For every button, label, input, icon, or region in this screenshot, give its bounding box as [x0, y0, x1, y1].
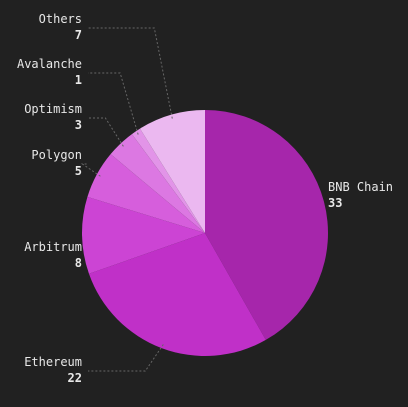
slice-label: Avalanche: [17, 57, 82, 71]
slice-label: BNB Chain: [328, 180, 393, 194]
slice-value: 8: [75, 256, 82, 270]
leader-line: [88, 344, 164, 372]
slice-label: Ethereum: [24, 355, 82, 369]
slice-value: 5: [75, 164, 82, 178]
leader-line: [88, 72, 139, 135]
slice-value: 3: [75, 118, 82, 132]
slice-label: Polygon: [31, 148, 82, 162]
leader-line: [88, 27, 173, 119]
pie-slice: [110, 134, 205, 233]
slice-label: Optimism: [24, 102, 82, 116]
leader-line: [80, 163, 101, 177]
slice-label: Arbitrum: [24, 240, 82, 254]
pie-slice: [88, 233, 266, 356]
pie-slice: [205, 110, 328, 340]
slice-value: 33: [328, 196, 342, 210]
slice-value: 1: [75, 73, 82, 87]
slice-value: 22: [68, 371, 82, 385]
pie-slice: [140, 110, 205, 233]
pie-slice: [131, 128, 205, 233]
slice-value: 7: [75, 28, 82, 42]
slice-label: Others: [39, 12, 82, 26]
pie-slice: [82, 196, 205, 274]
pie-slice: [87, 154, 205, 233]
leader-line: [88, 117, 124, 147]
